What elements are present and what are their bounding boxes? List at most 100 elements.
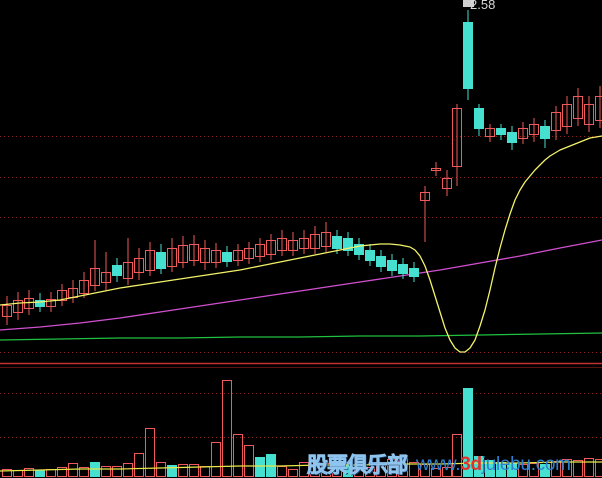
ma-mid-line — [0, 239, 602, 331]
candle-group — [2, 10, 602, 325]
candle-body — [24, 298, 34, 309]
candle-body — [474, 108, 484, 129]
volume-bar — [178, 464, 188, 477]
volume-bar — [222, 380, 232, 477]
watermark-url-highlight: 3d — [460, 454, 482, 475]
candle-body — [222, 252, 232, 262]
candle-body — [90, 268, 100, 286]
candle-body — [46, 299, 56, 307]
volume-bar — [200, 466, 210, 477]
volume-bar — [211, 442, 221, 477]
watermark: 股票俱乐部 www.3djulebu.com — [307, 452, 571, 478]
volume-bar — [562, 459, 572, 477]
candle-body — [365, 250, 375, 261]
candle-body — [255, 244, 265, 257]
candle-body — [343, 238, 353, 251]
volume-bar — [134, 453, 144, 477]
volume-bar — [167, 465, 177, 477]
volume-bar — [288, 469, 298, 477]
candle-body — [573, 96, 583, 119]
candle-body — [145, 250, 155, 271]
candle-body — [310, 234, 320, 249]
candle-body — [540, 126, 550, 139]
candle-body — [101, 272, 111, 283]
candle-body — [277, 238, 287, 251]
volume-bar — [299, 462, 309, 477]
candle-body — [233, 250, 243, 261]
volume-bar — [354, 467, 364, 477]
volume-bar — [13, 470, 23, 477]
volume-bar-group — [2, 380, 602, 477]
volume-bar — [57, 467, 67, 477]
candle-body — [376, 256, 386, 267]
volume-bar — [387, 459, 397, 477]
candle-body — [463, 22, 473, 89]
candle-body — [409, 268, 419, 277]
volume-bar — [310, 462, 320, 477]
candle-body — [2, 305, 12, 317]
candle-body — [354, 244, 364, 255]
volume-bar — [452, 434, 462, 477]
candle-body — [244, 248, 254, 259]
volume-bar — [584, 458, 594, 477]
candle-body — [35, 300, 45, 307]
candle-body — [112, 265, 122, 276]
candle-body — [266, 240, 276, 255]
watermark-url-prefix: www. — [416, 454, 461, 475]
volume-bar — [101, 466, 111, 477]
volume-bar — [24, 468, 34, 477]
candle-body — [595, 96, 602, 121]
candle-body — [442, 178, 452, 189]
volume-bar — [35, 470, 45, 477]
watermark-url: www.3djulebu.com — [416, 453, 571, 477]
volume-bar — [68, 463, 78, 477]
candle-body — [507, 132, 517, 143]
volume-ma-line — [0, 461, 602, 472]
volume-bar — [485, 460, 495, 477]
candle-body — [200, 248, 210, 263]
ma-short-line — [0, 135, 602, 353]
candle-body — [431, 168, 441, 171]
volume-bar — [321, 463, 331, 477]
candle-body — [156, 252, 166, 269]
volume-bar — [365, 467, 375, 477]
volume-bar — [112, 466, 122, 477]
volume-bar — [529, 463, 539, 477]
candle-body — [134, 258, 144, 273]
volume-bar — [233, 434, 243, 477]
watermark-logo-text: 股票俱乐部 — [307, 453, 409, 478]
candle-body — [189, 244, 199, 261]
candle-body — [584, 104, 594, 125]
volume-bar — [409, 462, 419, 477]
volume-bar — [463, 388, 473, 477]
candle-body — [387, 260, 397, 271]
volume-bar — [46, 469, 56, 477]
watermark-logo: 股票俱乐部 — [307, 453, 409, 478]
candle-body — [13, 300, 23, 313]
candle-body — [167, 248, 177, 267]
candle-body — [178, 245, 188, 263]
price-cursor-label: 2.58 — [470, 0, 496, 12]
candle-body — [562, 104, 572, 127]
volume-bar — [79, 467, 89, 477]
volume-bar — [255, 457, 265, 477]
candle-body — [420, 192, 430, 201]
volume-bar — [376, 465, 386, 477]
candle-body — [496, 128, 506, 135]
candle-body — [452, 108, 462, 167]
volume-bar — [595, 459, 602, 477]
volume-bar — [518, 464, 528, 477]
volume-bar — [398, 457, 408, 477]
candle-body — [79, 280, 89, 294]
candle-body — [57, 290, 67, 301]
candle-body — [288, 240, 298, 251]
ma-long-line — [0, 332, 602, 341]
candle-body — [485, 128, 495, 137]
volume-bar — [442, 467, 452, 477]
volume-bar — [156, 462, 166, 477]
volume-bar — [145, 428, 155, 477]
candle-body — [529, 124, 539, 135]
volume-bar — [244, 445, 254, 477]
